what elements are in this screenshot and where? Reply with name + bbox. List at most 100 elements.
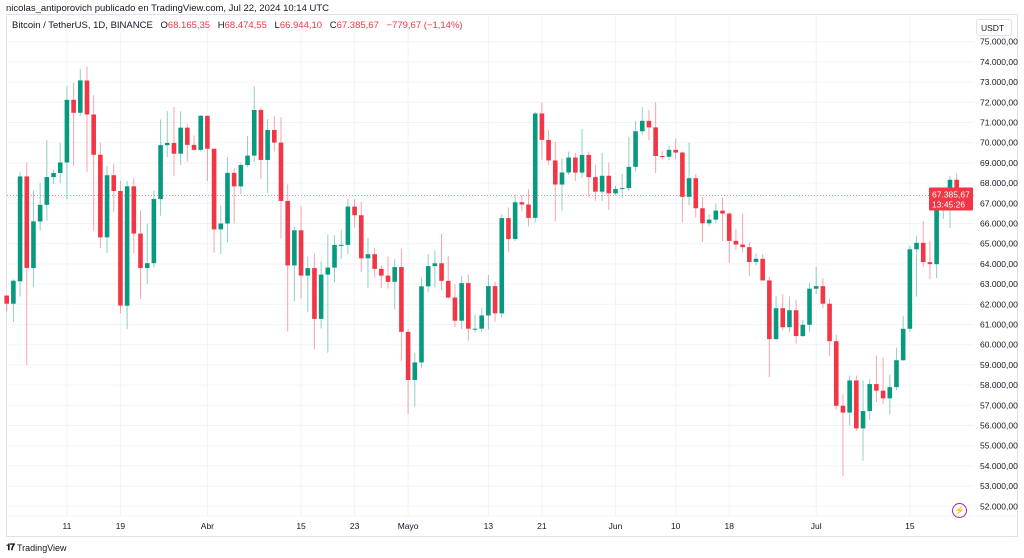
candle-up: [847, 380, 852, 413]
candle-down: [185, 127, 190, 145]
countdown-label: 13:45:26: [932, 200, 965, 210]
candle-up: [11, 280, 16, 304]
candle-up: [251, 109, 257, 156]
candle-up: [512, 202, 518, 240]
x-tick-label: 13: [484, 521, 494, 531]
candle-up: [265, 129, 270, 160]
candle-down: [874, 384, 879, 391]
candle-up: [626, 166, 632, 189]
candle-up: [887, 387, 893, 399]
candle-up: [867, 384, 873, 412]
candle-down: [700, 208, 705, 224]
candle-up: [706, 219, 712, 224]
x-tick-label: Abr: [201, 521, 214, 531]
x-tick-label: Jul: [811, 521, 822, 531]
candle-down: [466, 283, 471, 329]
candle-up: [392, 267, 398, 282]
candle-down: [285, 200, 290, 266]
candle-down: [312, 268, 317, 319]
candle-down: [4, 295, 9, 304]
candle-down: [298, 230, 304, 276]
candle-up: [800, 324, 806, 337]
candle-down: [927, 262, 933, 265]
candle-up: [198, 115, 204, 150]
candle-up: [459, 283, 464, 321]
candle-up: [144, 263, 150, 269]
footer-brand: TradingView: [17, 542, 67, 553]
symbol-legend: Bitcoin / TetherUS, 1D, BINANCE O68.165,…: [12, 20, 463, 31]
x-tick-label: 18: [724, 521, 734, 531]
candle-down: [358, 215, 364, 259]
y-tick-label: 68.000,00: [980, 178, 1018, 188]
y-tick-label: 74.000,00: [980, 57, 1018, 67]
y-tick-label: 53.000,00: [980, 481, 1018, 491]
x-tick-label: 21: [537, 521, 547, 531]
candle-up: [559, 172, 565, 185]
x-tick-label: Mayo: [398, 521, 419, 531]
candle-up: [713, 210, 719, 220]
candle-down: [653, 127, 658, 156]
candle-up: [332, 244, 337, 268]
symbol-title[interactable]: Bitcoin / TetherUS, 1D, BINANCE: [12, 20, 153, 31]
close-value: 67.385,67: [336, 20, 379, 31]
candle-up: [633, 131, 638, 167]
candle-up: [499, 218, 505, 314]
x-tick-label: 23: [350, 521, 360, 531]
y-tick-label: 56.000,00: [980, 421, 1018, 431]
y-tick-label: 62.000,00: [980, 299, 1018, 309]
candle-up: [599, 175, 605, 192]
candle-up: [566, 157, 571, 173]
candle-up: [178, 127, 183, 154]
candle-down: [231, 172, 237, 187]
candle-up: [613, 189, 618, 194]
candle-up: [472, 328, 478, 330]
candle-up: [164, 142, 170, 146]
change-value: −779,67 (−1,14%): [386, 20, 463, 31]
last-price-label: 67.385,67: [932, 190, 970, 200]
currency-button[interactable]: USDT: [976, 19, 1012, 36]
y-tick-label: 54.000,00: [980, 461, 1018, 471]
candle-up: [807, 288, 812, 325]
candle-down: [693, 178, 699, 209]
candle-up: [479, 315, 484, 329]
candle-down: [586, 154, 592, 178]
lightning-icon[interactable]: ⚡: [952, 503, 967, 518]
candle-down: [539, 113, 545, 140]
candle-up: [787, 310, 792, 328]
y-tick-label: 59.000,00: [980, 360, 1018, 370]
candle-up: [419, 286, 424, 363]
candle-down: [91, 114, 96, 155]
candle-down: [372, 254, 377, 269]
candle-up: [365, 254, 371, 259]
candle-up: [218, 223, 224, 230]
candle-down: [854, 380, 859, 429]
candle-down: [191, 144, 197, 150]
y-tick-label: 60.000,00: [980, 340, 1018, 350]
candle-up: [345, 206, 351, 245]
candle-up: [639, 120, 645, 132]
candle-up: [325, 267, 331, 275]
candle-up: [17, 176, 23, 282]
candle-down: [833, 341, 839, 406]
candle-down: [780, 308, 786, 328]
x-tick-label: 10: [671, 521, 681, 531]
candle-down: [98, 154, 103, 238]
y-tick-label: 66.000,00: [980, 219, 1018, 229]
candle-down: [606, 175, 612, 194]
publisher-line: nicolas_antiporovich publicado en Tradin…: [6, 3, 330, 14]
candle-down: [171, 142, 177, 154]
candle-down: [385, 275, 391, 282]
candle-down: [840, 405, 846, 413]
y-tick-label: 61.000,00: [980, 320, 1018, 330]
x-tick-label: Jun: [609, 521, 623, 531]
candle-down: [820, 286, 826, 304]
candle-down: [352, 206, 357, 216]
candle-down: [546, 139, 551, 161]
tradingview-logo-icon: 𝟏𝟕: [6, 542, 15, 552]
y-tick-label: 73.000,00: [980, 77, 1018, 87]
candle-down: [452, 297, 458, 321]
candle-down: [205, 115, 210, 149]
chart-frame: [6, 14, 1018, 537]
y-tick-label: 70.000,00: [980, 138, 1018, 148]
